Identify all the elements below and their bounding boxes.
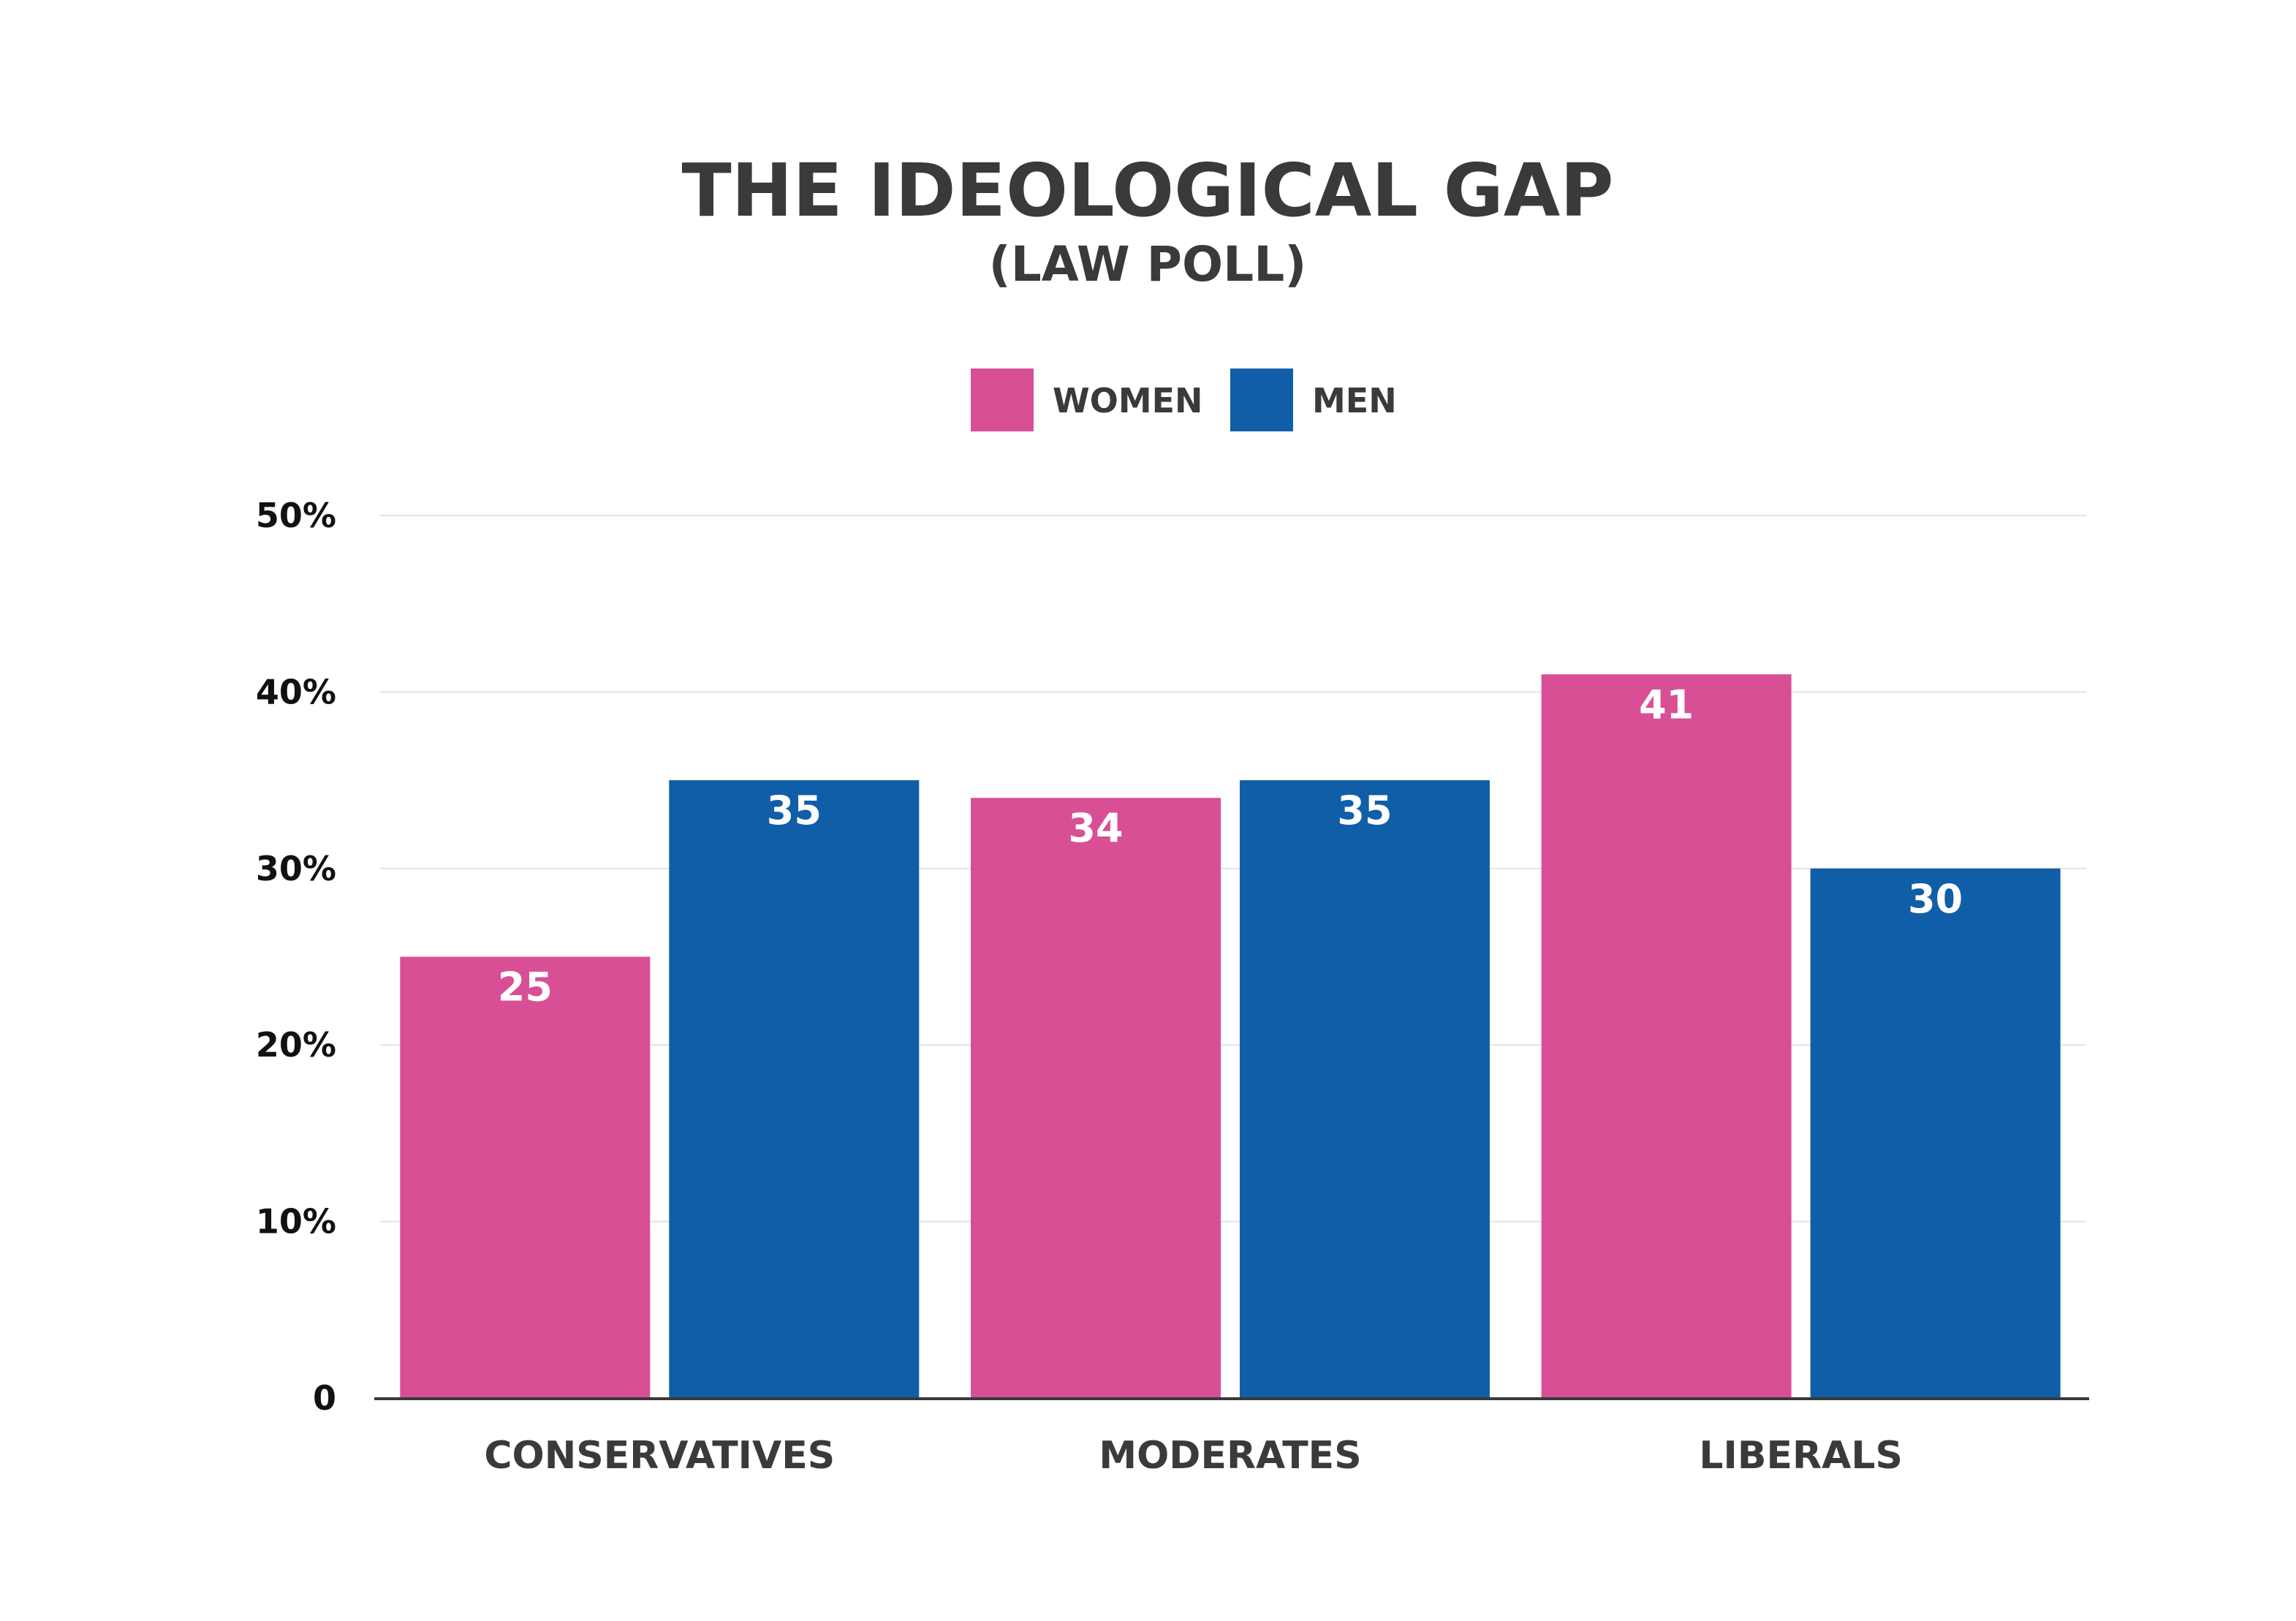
chart-subtitle: (LAW POLL) xyxy=(989,236,1307,292)
chart-title: THE IDEOLOGICAL GAP xyxy=(681,148,1613,233)
data-label: 30 xyxy=(1908,876,1963,922)
data-label: 35 xyxy=(767,787,822,834)
legend-swatch-women xyxy=(971,369,1034,431)
gridlines xyxy=(380,515,2086,1223)
data-label: 34 xyxy=(1068,805,1123,851)
data-label: 25 xyxy=(498,964,553,1010)
bars: 25 35 34 35 41 30 xyxy=(400,674,2061,1398)
legend-label-women: WOMEN xyxy=(1053,381,1203,420)
bar-men-moderates xyxy=(1240,780,1490,1398)
y-tick-label: 30% xyxy=(256,849,336,888)
y-tick-label: 10% xyxy=(256,1202,336,1242)
y-tick-label: 20% xyxy=(256,1025,336,1065)
legend-label-men: MEN xyxy=(1312,381,1397,420)
y-tick-label: 40% xyxy=(256,672,336,711)
y-axis: 0 10% 20% 30% 40% 50% xyxy=(256,496,336,1418)
bar-women-conservatives xyxy=(400,956,651,1398)
bar-women-moderates xyxy=(971,798,1221,1398)
legend: WOMEN MEN xyxy=(971,369,1397,431)
y-tick-label: 0 xyxy=(313,1378,336,1418)
x-tick-label: MODERATES xyxy=(1099,1434,1361,1478)
legend-swatch-men xyxy=(1230,369,1293,431)
x-tick-label: LIBERALS xyxy=(1699,1434,1903,1478)
bar-men-liberals xyxy=(1810,868,2061,1398)
bar-men-conservatives xyxy=(669,780,920,1398)
data-label: 35 xyxy=(1337,787,1392,834)
data-label: 41 xyxy=(1639,681,1694,728)
y-tick-label: 50% xyxy=(256,496,336,535)
x-tick-label: CONSERVATIVES xyxy=(484,1434,835,1478)
x-axis: CONSERVATIVES MODERATES LIBERALS xyxy=(374,1397,2089,1478)
bar-women-liberals xyxy=(1541,674,1792,1398)
